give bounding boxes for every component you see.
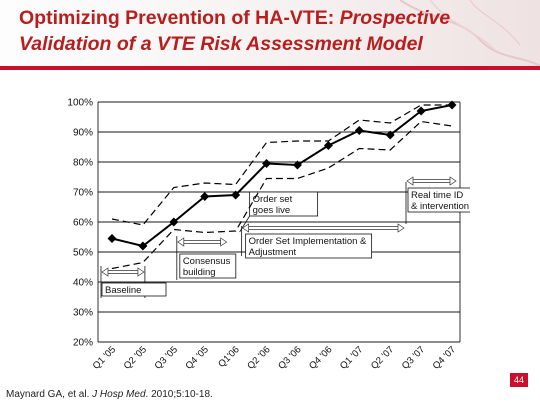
line-chart: 20%30%40%50%60%70%80%90%100% Q1 '05 Q2 '0… (67, 98, 475, 372)
x-tick-label: Q4 '07 (431, 344, 458, 371)
annotation-arrowhead (406, 176, 414, 186)
slide-number: 44 (510, 373, 528, 387)
data-point-marker (292, 160, 302, 170)
data-point-marker (107, 234, 117, 243)
annotation-box (101, 282, 167, 297)
x-tick-label: Q1 '05 (91, 344, 118, 371)
x-tick-label: Q3 '06 (276, 344, 303, 371)
series-group (107, 100, 457, 270)
x-tick-label: Q2 '05 (122, 344, 149, 371)
data-point-marker (416, 106, 426, 116)
annotation-box (179, 253, 237, 279)
x-tick-label: Q1 '07 (338, 344, 365, 371)
y-tick-label: 60% (73, 218, 93, 229)
annotation-arrowhead (137, 267, 145, 277)
y-tick-label: 100% (67, 98, 93, 109)
series-line-bound (111, 104, 452, 226)
x-tick-label: Q2 '06 (245, 344, 272, 371)
data-point-marker (385, 130, 395, 140)
x-tick-label: Q4 '05 (183, 344, 210, 371)
annotation-arrowhead (449, 176, 457, 186)
header-decoration (399, 0, 540, 66)
slide-title-line2: Validation of a VTE Risk Assessment Mode… (19, 33, 423, 55)
title-band: Optimizing Prevention of HA-VTE: Prospec… (0, 0, 540, 66)
y-tick-label: 70% (73, 188, 93, 199)
y-tick-label: 40% (73, 278, 93, 289)
y-tick-label: 80% (73, 158, 93, 169)
data-point-marker (262, 159, 272, 168)
annotation-arrowhead (242, 223, 249, 233)
annotation-text: & intervention (411, 201, 469, 212)
series-line-bound (111, 120, 453, 270)
title-accent-bar (0, 66, 540, 70)
x-tick-label: Q3 '05 (153, 344, 180, 371)
y-tick-label: 90% (73, 128, 93, 139)
annotation-text: Consensus (183, 256, 231, 267)
data-point-marker (354, 126, 364, 135)
annotation-text: Adjustment (249, 247, 297, 258)
x-tick-label: Q4 '06 (307, 344, 334, 371)
series-line-main (111, 104, 453, 248)
data-point-marker (169, 217, 179, 227)
annotation-text: Real time ID (411, 190, 463, 201)
annotation-text: Baseline (105, 285, 141, 296)
annotation-arrowhead (101, 267, 109, 277)
annotation-text: Order set (253, 194, 293, 205)
annotation-text: goes live (253, 205, 290, 216)
annotation-arrowhead (177, 237, 185, 247)
annotation-text: building (183, 267, 216, 278)
x-tick-label: Q1'06 (216, 344, 242, 370)
citation: Maynard GA, et al. J Hosp Med. 2010;5:10… (6, 389, 213, 400)
data-point-marker (200, 192, 210, 201)
y-tick-label: 20% (73, 338, 93, 349)
data-point-marker (138, 241, 148, 251)
x-axis: Q1 '05 Q2 '05 Q3 '05 Q4 '05 Q1'06 Q2 '06 Q3 '0… (91, 344, 458, 371)
annotation-box (249, 191, 319, 217)
chart-container: 20% 30% 40% 50% 60% 70% 80% 90% 100% Q1 '05 Q2 '0… (50, 84, 475, 386)
data-point-marker (231, 190, 241, 200)
x-tick-label: Q3 '07 (400, 344, 427, 371)
y-axis: 20% 30% 40% 50% 60% 70% 80% 90% 100% (67, 98, 461, 349)
data-point-marker (323, 141, 333, 150)
y-tick-label: 30% (73, 308, 93, 319)
y-tick-label: 50% (73, 248, 93, 259)
annotation-text: Order Set Implementation & (249, 236, 367, 247)
annotation-arrowhead (397, 223, 405, 233)
annotation-box (245, 233, 373, 259)
slide-title-line1: Optimizing Prevention of HA-VTE: Prospec… (19, 7, 451, 29)
annotation-arrowhead (220, 237, 228, 247)
x-tick-label: Q2 '07 (369, 344, 396, 371)
